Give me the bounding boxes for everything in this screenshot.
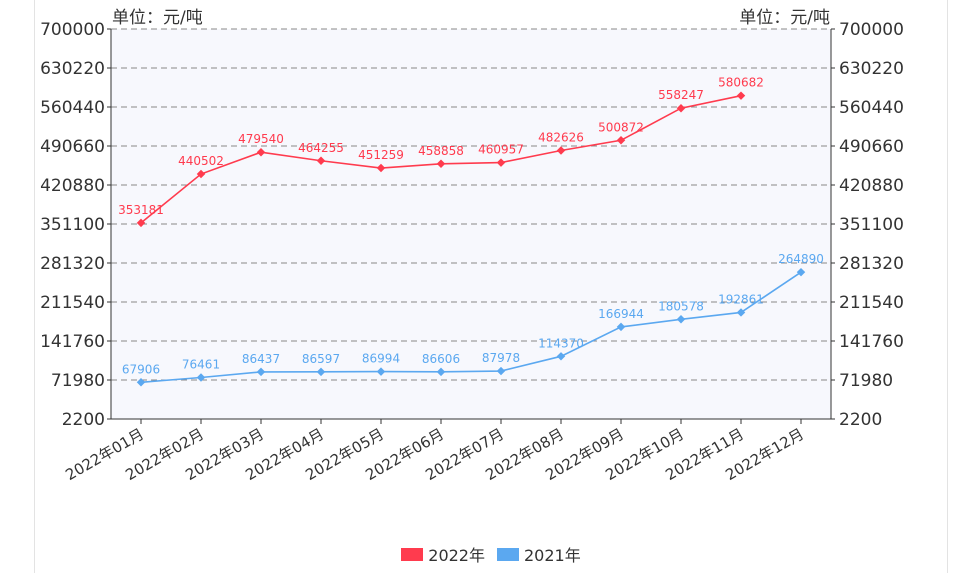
chart-frame: 2200 2200 71980 71980 141760 141760 211540 2115… — [34, 0, 948, 573]
data-point — [436, 159, 446, 169]
data-point — [196, 169, 206, 179]
y-tick-label-right: 211540 — [839, 293, 904, 313]
y-tick-label-right: 71980 — [839, 371, 893, 391]
data-label: 76461 — [182, 357, 220, 371]
data-point — [376, 163, 386, 173]
y-tick-label-left: 630220 — [40, 59, 105, 79]
unit-label-right: 单位：元/吨 — [739, 8, 830, 28]
data-label: 460957 — [478, 143, 524, 157]
y-tick-label-left: 141760 — [40, 332, 105, 352]
legend-item[interactable]: 2021年 — [497, 542, 581, 566]
data-label: 440502 — [178, 154, 224, 168]
data-label: 500872 — [598, 120, 644, 134]
data-label: 86994 — [362, 352, 400, 366]
data-label: 458858 — [418, 144, 464, 158]
data-label: 482626 — [538, 130, 584, 144]
data-label: 87978 — [482, 351, 520, 365]
data-point — [136, 378, 146, 387]
data-label: 464255 — [298, 141, 344, 155]
legend-label: 2021年 — [524, 546, 581, 565]
y-tick-label-left: 2200 — [62, 410, 105, 430]
y-tick-label-left: 700000 — [40, 20, 105, 40]
y-tick-label-left: 211540 — [40, 293, 105, 313]
data-point — [616, 322, 626, 332]
y-tick-label-left: 71980 — [51, 371, 105, 391]
legend-item[interactable]: 2022年 — [401, 542, 485, 566]
y-tick-label-right: 420880 — [839, 176, 904, 196]
line-chart: 2200 2200 71980 71980 141760 141760 211540 2115… — [40, 8, 904, 484]
data-point — [496, 158, 506, 167]
data-label: 479540 — [238, 132, 284, 146]
data-point — [436, 367, 446, 377]
data-label: 558247 — [658, 88, 704, 102]
data-label: 86606 — [422, 352, 460, 366]
legend-swatch — [401, 547, 424, 561]
y-tick-label-left: 351100 — [40, 215, 105, 235]
data-label: 192861 — [718, 292, 764, 306]
data-point — [196, 373, 206, 382]
data-point — [256, 367, 266, 377]
y-tick-label-left: 490660 — [40, 137, 105, 157]
data-point — [556, 352, 566, 361]
data-label: 180578 — [658, 299, 704, 313]
data-point — [316, 367, 326, 377]
data-point — [796, 267, 806, 277]
data-label: 166944 — [598, 307, 644, 321]
data-point — [376, 367, 386, 376]
y-tick-label-right: 281320 — [839, 254, 904, 274]
data-label: 114370 — [538, 336, 584, 350]
data-label: 580682 — [718, 76, 764, 90]
data-point — [316, 156, 326, 166]
y-tick-label-right: 630220 — [839, 59, 904, 79]
data-point — [136, 218, 146, 228]
legend-swatch — [497, 547, 519, 561]
y-tick-label-left: 420880 — [40, 176, 105, 196]
data-point — [736, 308, 746, 317]
y-tick-label-left: 560440 — [40, 98, 105, 118]
y-tick-label-right: 141760 — [839, 332, 904, 352]
legend: 2022年 2021年 — [35, 542, 947, 566]
y-tick-label-right: 2200 — [839, 410, 882, 430]
data-label: 86437 — [242, 352, 280, 366]
data-label: 67906 — [122, 362, 160, 376]
y-tick-label-right: 560440 — [839, 98, 904, 118]
data-label: 353181 — [118, 203, 164, 217]
y-tick-label-left: 281320 — [40, 254, 105, 274]
y-tick-label-right: 351100 — [839, 215, 904, 235]
data-label: 451259 — [358, 148, 404, 162]
y-tick-label-right: 700000 — [839, 20, 904, 40]
data-label: 264890 — [778, 252, 824, 266]
legend-label: 2022年 — [428, 546, 485, 565]
data-point — [676, 315, 686, 324]
y-tick-label-right: 490660 — [839, 137, 904, 157]
data-label: 86597 — [302, 352, 340, 366]
unit-label-left: 单位：元/吨 — [112, 8, 203, 28]
data-point — [256, 147, 266, 157]
series-line-2021年 — [140, 271, 802, 384]
data-point — [496, 366, 506, 376]
